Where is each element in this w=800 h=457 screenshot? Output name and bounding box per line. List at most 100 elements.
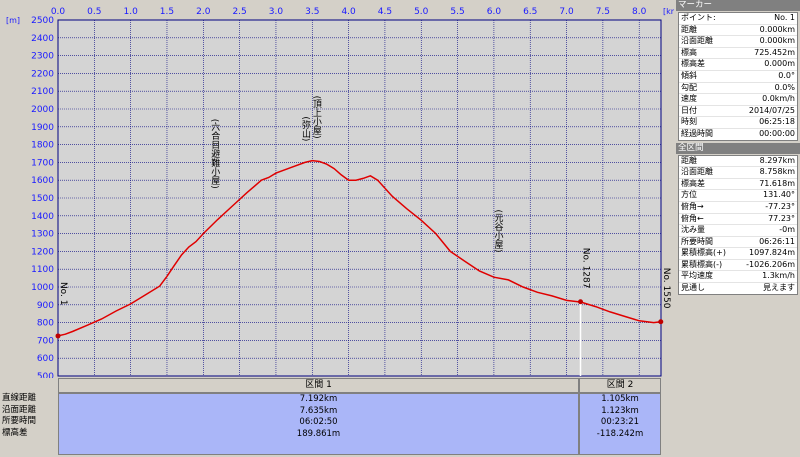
y-tick-label: 1300	[31, 230, 54, 240]
row-label-straight-distance: 直線距離	[2, 393, 37, 403]
y-tick-label: 1200	[31, 247, 54, 257]
total-label: 沈み量	[681, 225, 705, 235]
x-tick-label: 3.0	[269, 7, 284, 17]
total-value: -0m	[779, 225, 795, 235]
marker-value: 0.000km	[759, 24, 795, 34]
marker-row: 傾斜 0.0°	[679, 71, 797, 83]
y-tick-label: 2400	[31, 34, 54, 44]
y-tick-label: 2500	[31, 16, 54, 26]
y-tick-label: 1800	[31, 141, 54, 151]
total-label: 俯角←	[681, 213, 704, 223]
section-2-body[interactable]: 1.105km 1.123km 00:23:21 -118.242m	[579, 393, 661, 455]
total-row: 累積標高(+) 1097.824m	[679, 248, 797, 260]
total-row: 俯角← 77.23°	[679, 214, 797, 226]
x-tick-label: 3.5	[305, 7, 319, 17]
total-value: -77.23°	[765, 201, 795, 211]
total-label: 所要時間	[681, 236, 713, 246]
y-tick-label: 600	[37, 354, 54, 364]
total-row: 方位 131.40°	[679, 190, 797, 202]
total-value: 77.23°	[768, 213, 795, 223]
y-tick-label: 500	[37, 372, 54, 378]
section-table: 区間 1 7.192km 7.635km 06:02:50 189.861m 区…	[58, 378, 661, 455]
marker-label: 速度	[681, 94, 697, 104]
total-label: 見通し	[681, 283, 705, 293]
y-tick-label: 1100	[31, 265, 54, 275]
marker-label: 沿面距離	[681, 36, 713, 46]
marker-row: 日付 2014/07/25	[679, 106, 797, 118]
marker-value: 0.0%	[774, 82, 795, 92]
y-tick-label: 1400	[31, 212, 54, 222]
place-annotation: (弥山)	[300, 116, 311, 141]
marker-row: 標高 725.452m	[679, 48, 797, 60]
section-1-surface-distance: 7.635km	[299, 405, 338, 416]
x-tick-label: 7.5	[596, 7, 610, 17]
section-1-body[interactable]: 7.192km 7.635km 06:02:50 189.861m	[58, 393, 579, 455]
y-tick-label: 800	[37, 319, 54, 329]
marker-value: No. 1	[774, 13, 795, 22]
y-tick-label: 2100	[31, 87, 54, 97]
x-tick-label: 1.0	[123, 7, 138, 17]
y-tick-label: 700	[37, 336, 54, 346]
total-row: 沈み量 -0m	[679, 225, 797, 237]
total-row: 俯角→ -77.23°	[679, 202, 797, 214]
y-tick-label: 1500	[31, 194, 54, 204]
y-tick-label: 2300	[31, 52, 54, 62]
y-tick-label: 1900	[31, 123, 54, 133]
marker-point	[55, 333, 61, 339]
marker-value: 06:25:18	[759, 117, 795, 127]
place-annotation: (頂上小屋)	[311, 96, 322, 139]
section-1-straight-distance: 7.192km	[299, 394, 338, 404]
total-label: 俯角→	[681, 201, 704, 211]
marker-row: 標高差 0.000m	[679, 59, 797, 71]
row-label-surface-distance: 沿面距離	[2, 404, 37, 415]
total-row: 距離 8.297km	[679, 156, 797, 168]
point-label: No. 1	[58, 282, 68, 306]
x-tick-label: 5.5	[450, 7, 464, 17]
marker-label: 経過時間	[681, 128, 713, 138]
x-tick-label: 5.0	[414, 7, 429, 17]
marker-label: ポイント:	[681, 13, 716, 22]
marker-value: 0.0km/h	[762, 94, 795, 104]
total-value: 06:26:11	[759, 236, 795, 246]
section-1-elevation-diff: 189.861m	[296, 428, 341, 439]
marker-label: 時刻	[681, 117, 697, 127]
marker-row: 距離 0.000km	[679, 25, 797, 37]
total-row: 沿面距離 8.758km	[679, 167, 797, 179]
total-value: 1.3km/h	[762, 271, 795, 281]
marker-panel: ポイント: No. 1 距離 0.000km 沿面距離 0.000km 標高 725.452m…	[678, 12, 798, 141]
section-2-straight-distance: 1.105km	[601, 394, 639, 404]
x-tick-label: 1.5	[160, 7, 174, 17]
section-1-header[interactable]: 区間 1	[58, 378, 579, 393]
total-label: 沿面距離	[681, 167, 713, 177]
elevation-line	[57, 159, 661, 337]
section-2-header[interactable]: 区間 2	[579, 378, 661, 393]
total-value: 1097.824m	[749, 248, 795, 258]
x-tick-label: 4.5	[378, 7, 392, 17]
marker-value: 0.000m	[764, 59, 795, 69]
total-row: 標高差 71.618m	[679, 179, 797, 191]
x-tick-label: 6.0	[487, 7, 502, 17]
total-value: -1026.206m	[746, 259, 795, 269]
section-2-required-time: 00:23:21	[600, 417, 640, 427]
y-tick-label: 900	[37, 301, 54, 311]
elevation-profile-svg[interactable]: 2500 2400 2300 2200 2100 2000 1900 1800 1700 1600…	[0, 0, 674, 378]
x-unit-label: [km]	[663, 7, 674, 16]
marker-panel-title: マーカー	[676, 0, 800, 11]
x-tick-label: 8.0	[632, 7, 647, 17]
marker-row: 時刻 06:25:18	[679, 117, 797, 129]
marker-point	[658, 319, 664, 325]
place-annotation: (六合目避難小屋)	[209, 119, 220, 189]
marker-point	[578, 299, 584, 305]
marker-value: 0.0°	[778, 70, 795, 80]
marker-row: ポイント: No. 1	[679, 13, 797, 25]
total-value: 8.297km	[759, 155, 795, 165]
total-label: 距離	[681, 155, 697, 165]
section-2-surface-distance: 1.123km	[601, 405, 639, 416]
total-panel-title: 全区間	[676, 142, 800, 154]
y-tick-label: 2200	[31, 69, 54, 79]
marker-label: 傾斜	[681, 70, 697, 80]
x-tick-label: 2.5	[232, 7, 246, 17]
x-tick-label: 4.0	[341, 7, 356, 17]
total-label: 累積標高(+)	[681, 248, 726, 258]
marker-row: 沿面距離 0.000km	[679, 36, 797, 48]
